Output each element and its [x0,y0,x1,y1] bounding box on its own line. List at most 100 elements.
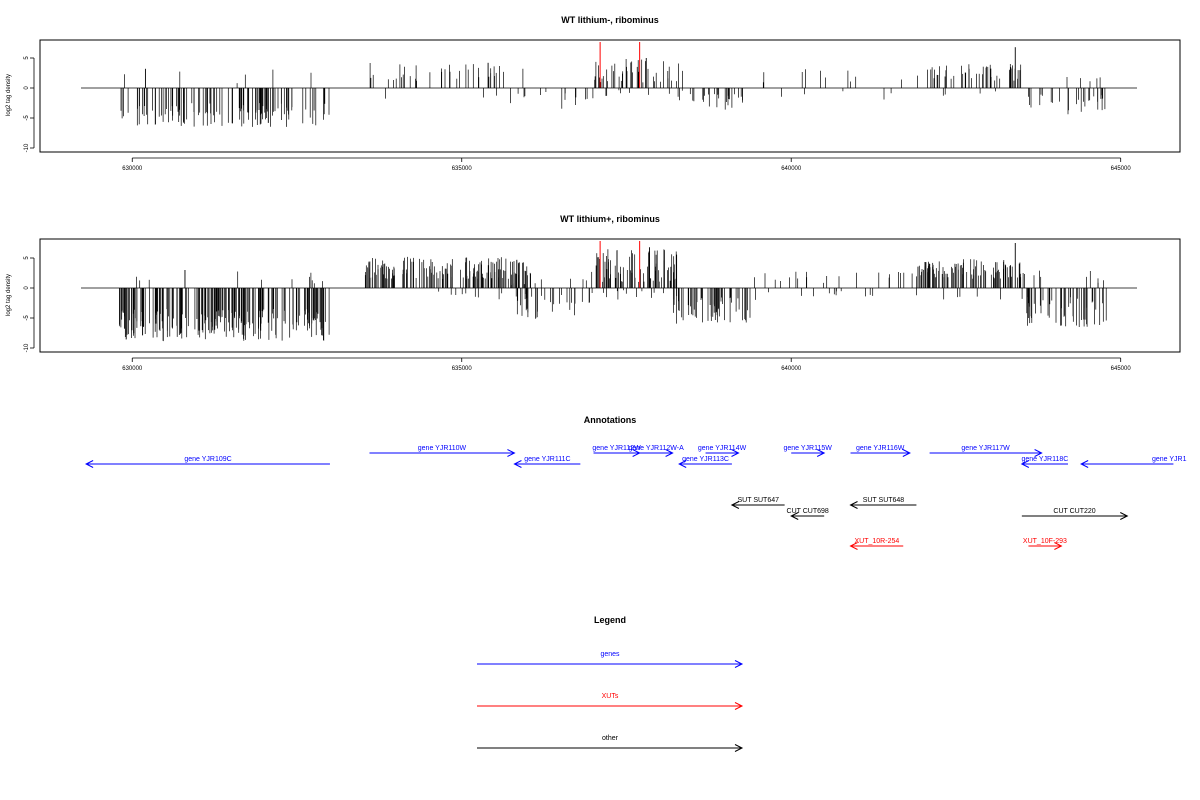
feature-label: gene YJR1 [1152,456,1187,463]
feature-label: gene YJR109C [184,456,231,463]
y-axis-label: log2 tag density [6,274,12,316]
y-tick-label: 0 [24,86,30,90]
track-panel-lithium-plus: WT lithium+, ribominus log2 tag density … [6,214,1181,372]
feature-label: gene YJR111C [524,456,570,463]
tag-density-bars [119,243,1107,342]
plot-frame [39,238,1181,353]
annotation-gene: gene YJR113C [678,456,732,468]
feature-label: gene YJR117W [961,445,1010,452]
annotation-gene: gene YJR112W-A [628,445,684,457]
annotation-other: SUT SUT647 [730,497,785,509]
x-tick-label: 640000 [781,166,802,172]
feature-label: SUT SUT647 [738,497,780,504]
legend-item: other [477,735,744,752]
annotations-title: Annotations [584,415,637,425]
annotation-gene: gene YJR1 [1080,456,1187,468]
arrowhead-icon [734,744,744,752]
feature-label: SUT SUT648 [863,497,905,504]
feature-label: gene YJR115W [783,445,832,452]
panel-title: WT lithium-, ribominus [561,15,659,25]
arrowhead-icon [513,460,522,468]
x-tick-label: 635000 [452,166,473,172]
x-axis: 630000 635000 640000 645000 [122,157,1132,172]
arrowhead-icon [1080,460,1089,468]
highlight-marks [599,42,641,88]
legend-panel: Legend genes XUTs other [477,615,744,752]
arrowhead-icon [507,449,516,457]
y-tick-label: -10 [24,143,30,152]
x-tick-label: 640000 [781,366,802,372]
feature-label: XUT_10F-293 [1023,538,1067,545]
annotation-other: SUT SUT648 [849,497,917,509]
x-axis: 630000 635000 640000 645000 [122,357,1132,372]
legend-label: XUTs [602,693,619,700]
plot-frame [39,39,1181,153]
feature-label: CUT CUT698 [787,508,829,515]
arrowhead-icon [790,512,799,520]
legend-label: other [602,735,619,742]
highlight-marks [599,241,641,288]
x-tick-label: 630000 [122,166,143,172]
x-tick-label: 630000 [122,366,143,372]
y-axis: -10 -5 0 5 [24,56,35,152]
annotation-gene: gene YJR118C [1020,456,1068,468]
arrowhead-icon [85,460,94,468]
arrowhead-icon [632,449,641,457]
arrowhead-icon [1120,512,1129,520]
arrowhead-icon [731,449,740,457]
legend-item: XUTs [477,693,744,710]
y-tick-label: -10 [24,343,30,352]
annotation-gene: gene YJR109C [85,456,330,468]
legend-item: genes [477,651,744,668]
legend-title: Legend [594,615,626,625]
track-panel-lithium-minus: WT lithium-, ribominus log2 tag density … [6,15,1181,172]
feature-label: gene YJR113C [682,456,729,463]
annotation-gene: gene YJR114W [698,445,747,457]
legend-items: genes XUTs other [477,651,744,752]
annotation-gene: gene YJR110W [369,445,516,457]
annotation-gene: gene YJR111C [513,456,581,468]
arrowhead-icon [734,702,744,710]
y-axis: -10 -5 0 5 [24,256,35,352]
panel-title: WT lithium+, ribominus [560,214,660,224]
y-tick-label: 5 [24,56,30,60]
y-tick-label: -5 [24,115,30,121]
annotation-xut: XUT_10R-254 [849,538,904,550]
arrowhead-icon [849,542,858,550]
y-tick-label: 0 [24,286,30,290]
arrowhead-icon [734,660,744,668]
annotation-xut: XUT_10F-293 [1023,538,1067,550]
arrowhead-icon [665,449,674,457]
y-tick-label: 5 [24,256,30,260]
x-tick-label: 635000 [452,366,473,372]
feature-label: gene YJR116W [856,445,905,452]
feature-label: CUT CUT220 [1053,508,1095,515]
feature-label: gene YJR110W [418,445,467,452]
arrowhead-icon [902,449,911,457]
feature-label: gene YJR112W [592,445,641,452]
feature-label: gene YJR112W-A [628,445,684,452]
annotation-gene: gene YJR116W [850,445,911,457]
annotation-gene: gene YJR115W [783,445,832,457]
feature-label: XUT_10R-254 [855,538,900,545]
arrowhead-icon [1034,449,1043,457]
annotation-gene: gene YJR112W [592,445,641,457]
y-axis-label: log2 tag density [6,74,12,116]
feature-label: gene YJR114W [698,445,747,452]
arrowhead-icon [816,449,826,457]
annotation-gene: gene YJR117W [929,445,1043,457]
tag-density-bars [120,47,1106,127]
arrowhead-icon [1020,460,1030,468]
legend-label: genes [600,651,620,658]
x-tick-label: 645000 [1111,166,1132,172]
arrowhead-icon [849,501,858,509]
arrowhead-icon [730,501,740,509]
x-tick-label: 645000 [1111,366,1132,372]
annotation-features: gene YJR109C gene YJR110W gene YJR111C gene… [85,445,1187,550]
arrowhead-icon [678,460,687,468]
annotation-other: CUT CUT698 [787,508,829,520]
y-tick-label: -5 [24,315,30,321]
annotation-other: CUT CUT220 [1021,508,1129,520]
